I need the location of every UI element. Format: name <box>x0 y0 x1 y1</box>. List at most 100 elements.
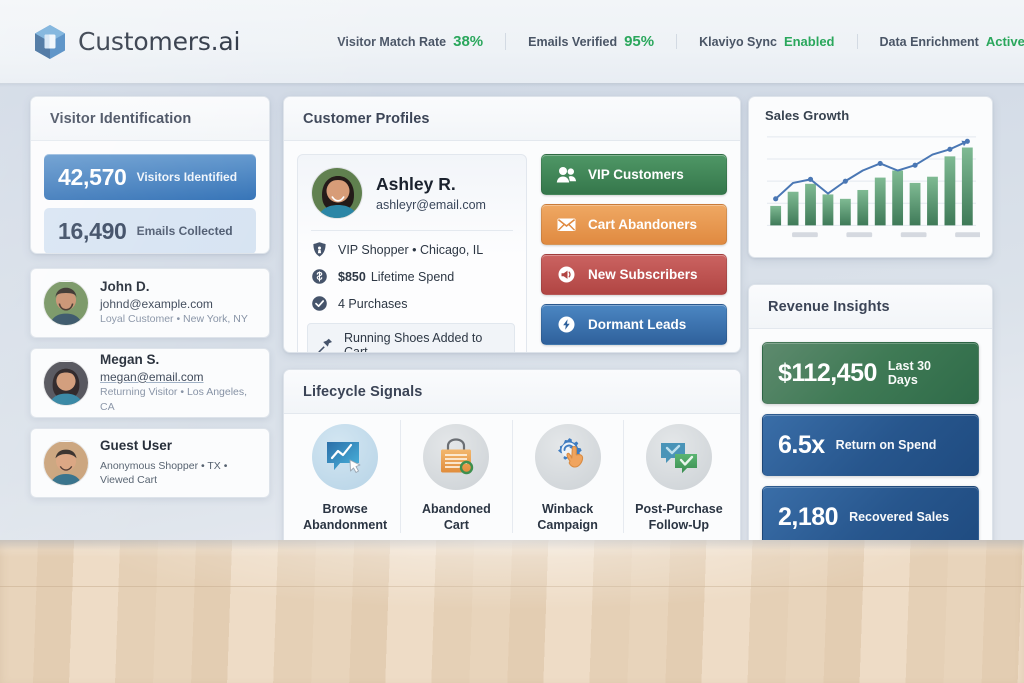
visitor-name: Guest User <box>100 437 173 453</box>
panel-title: Lifecycle Signals <box>303 383 423 400</box>
segment-button-label: Cart Abandoners <box>588 217 698 232</box>
profile-cart-tag[interactable]: Running Shoes Added to Cart <box>307 323 515 353</box>
visitor-name: John D. <box>100 279 150 295</box>
stat-visitors-identified[interactable]: 42,570 Visitors Identified <box>44 154 256 200</box>
stat-number: 16,490 <box>58 217 127 244</box>
megaphone-icon <box>556 265 577 284</box>
profile-cart-tag-text: Running Shoes Added to Cart <box>344 331 483 353</box>
lifecycle-item-label: Post-Purchase Follow-Up <box>635 502 723 532</box>
segment-buttons: VIP Customers Cart Abandoners <box>541 154 727 352</box>
profile-detail-vip: VIP Shopper • Chicago, IL <box>311 241 513 258</box>
metric-value: Enabled <box>783 34 835 49</box>
visitor-email[interactable]: megan@email.com <box>100 369 204 384</box>
list-item[interactable]: Megan S. megan@email.com Returning Visit… <box>30 348 270 418</box>
revenue-tile-label: Recovered Sales <box>849 510 950 524</box>
panel-header: Visitor Identification <box>31 97 269 141</box>
lifecycle-item-browse-abandonment[interactable]: Browse Abandonment <box>290 420 400 533</box>
metric-klaviyo-sync: Klaviyo Sync Enabled <box>676 34 856 49</box>
profile-detail-text: Lifetime Spend <box>370 269 455 284</box>
customer-profiles-panel: Customer Profiles <box>283 96 741 353</box>
segment-button-label: VIP Customers <box>588 167 684 182</box>
segment-button-new-subscribers[interactable]: New Subscribers <box>541 254 727 295</box>
lifecycle-item-abandoned-cart[interactable]: Abandoned Cart <box>400 420 511 533</box>
profile-header: Ashley R. ashleyr@email.com <box>311 167 513 231</box>
panel-header: Revenue Insights <box>749 285 992 329</box>
revenue-tile-number: $112,450 <box>778 358 877 387</box>
revenue-tile-last-30-days[interactable]: $112,450 Last 30 Days <box>762 342 979 404</box>
revenue-tile-label: Last 30 Days <box>887 359 931 387</box>
profile-detail-text: VIP Shopper • Chicago, IL <box>338 242 484 257</box>
desk-surface <box>0 540 1024 683</box>
list-item[interactable]: John D. johnd@example.com Loyal Customer… <box>30 268 270 338</box>
bolt-circle-icon <box>556 315 577 334</box>
panel-title: Revenue Insights <box>768 298 890 315</box>
lifecycle-item-winback-campaign[interactable]: Winback Campaign <box>511 420 623 533</box>
panel-body: Ashley R. ashleyr@email.com VIP Shopper … <box>284 141 740 353</box>
chart-title: Sales Growth <box>765 107 850 123</box>
metric-label: Visitor Match Rate <box>337 35 447 49</box>
visitor-meta: Anonymous Shopper • TX • Viewed Cart <box>100 459 228 487</box>
metric-emails-verified: Emails Verified 95% <box>505 33 676 50</box>
profile-detail-text: 4 Purchases <box>338 296 408 311</box>
sales-growth-panel: Sales Growth <box>748 96 993 258</box>
sales-growth-chart <box>763 131 981 247</box>
lifecycle-signals-panel: Lifecycle Signals Browse Abandonment <box>283 369 741 554</box>
dollar-circle-icon <box>311 268 328 285</box>
panel-header: Customer Profiles <box>284 97 740 141</box>
revenue-tile-label: Return on Spend <box>835 438 937 452</box>
cube-hexagon-logo-icon <box>33 24 67 60</box>
envelope-icon <box>556 215 577 234</box>
revenue-tile-number: 6.5x <box>778 430 825 459</box>
avatar <box>43 440 89 486</box>
avatar <box>43 360 89 406</box>
stat-label: Emails Collected <box>136 224 233 238</box>
metric-visitor-match-rate: Visitor Match Rate 38% <box>315 33 505 50</box>
visitor-identification-panel: Visitor Identification 42,570 Visitors I… <box>30 96 270 254</box>
stat-number: 42,570 <box>58 163 127 190</box>
segment-button-label: New Subscribers <box>588 267 698 282</box>
lifecycle-item-label: Abandoned Cart <box>422 502 491 532</box>
visitor-name: Megan S. <box>100 351 160 367</box>
segment-button-dormant-leads[interactable]: Dormant Leads <box>541 304 727 345</box>
panel-body: 42,570 Visitors Identified 16,490 Emails… <box>31 141 269 253</box>
segment-button-cart-abandoners[interactable]: Cart Abandoners <box>541 204 727 245</box>
stat-emails-collected[interactable]: 16,490 Emails Collected <box>44 208 256 253</box>
header-metrics: Visitor Match Rate 38% Emails Verified 9… <box>315 33 1024 50</box>
revenue-tile-return-on-spend[interactable]: 6.5x Return on Spend <box>762 414 979 476</box>
profile-name: Ashley R. <box>376 174 456 194</box>
profile-identity: Ashley R. ashleyr@email.com <box>376 174 486 212</box>
profile-detail-value: $850 <box>338 269 366 284</box>
segment-button-label: Dormant Leads <box>588 317 687 332</box>
profile-email: ashleyr@email.com <box>376 198 486 212</box>
segment-button-vip-customers[interactable]: VIP Customers <box>541 154 727 195</box>
list-item[interactable]: Guest User Anonymous Shopper • TX • View… <box>30 428 270 498</box>
metric-value: 95% <box>624 33 655 50</box>
visitor-meta: Returning Visitor • Los Angeles, CA <box>100 385 248 413</box>
panel-body: $112,450 Last 30 Days 6.5x Return on Spe… <box>749 329 992 553</box>
panel-header: Lifecycle Signals <box>284 370 740 414</box>
metric-data-enrichment: Data Enrichment Active <box>856 34 1024 49</box>
lifecycle-item-post-purchase-follow-up[interactable]: Post-Purchase Follow-Up <box>622 420 734 533</box>
lifecycle-items: Browse Abandonment Abandoned <box>284 414 740 533</box>
pin-icon <box>317 337 334 352</box>
check-circle-icon <box>311 295 328 312</box>
brand-name: Customers.ai <box>78 27 241 56</box>
panel-title: Visitor Identification <box>50 110 192 127</box>
revenue-tile-recovered-sales[interactable]: 2,180 Recovered Sales <box>762 486 979 548</box>
shield-badge-icon <box>311 241 328 258</box>
avatar <box>311 167 363 219</box>
revenue-insights-panel: Revenue Insights $112,450 Last 30 Days 6… <box>748 284 993 554</box>
profile-card[interactable]: Ashley R. ashleyr@email.com VIP Shopper … <box>297 154 527 353</box>
people-icon <box>556 165 577 184</box>
chat-chart-icon <box>312 424 379 490</box>
visitor-email: johnd@example.com <box>100 297 213 311</box>
profile-detail-spend: $850 Lifetime Spend <box>311 268 513 285</box>
metric-label: Emails Verified <box>528 35 618 49</box>
lifecycle-item-label: Winback Campaign <box>537 502 598 532</box>
list-item-info: John D. johnd@example.com Loyal Customer… <box>100 279 248 327</box>
gear-hand-icon <box>534 424 601 490</box>
avatar <box>43 280 89 326</box>
visitor-meta: Loyal Customer • New York, NY <box>100 313 248 326</box>
panel-header: Sales Growth <box>749 97 992 133</box>
app-header: Customers.ai Visitor Match Rate 38% Emai… <box>0 0 1024 87</box>
